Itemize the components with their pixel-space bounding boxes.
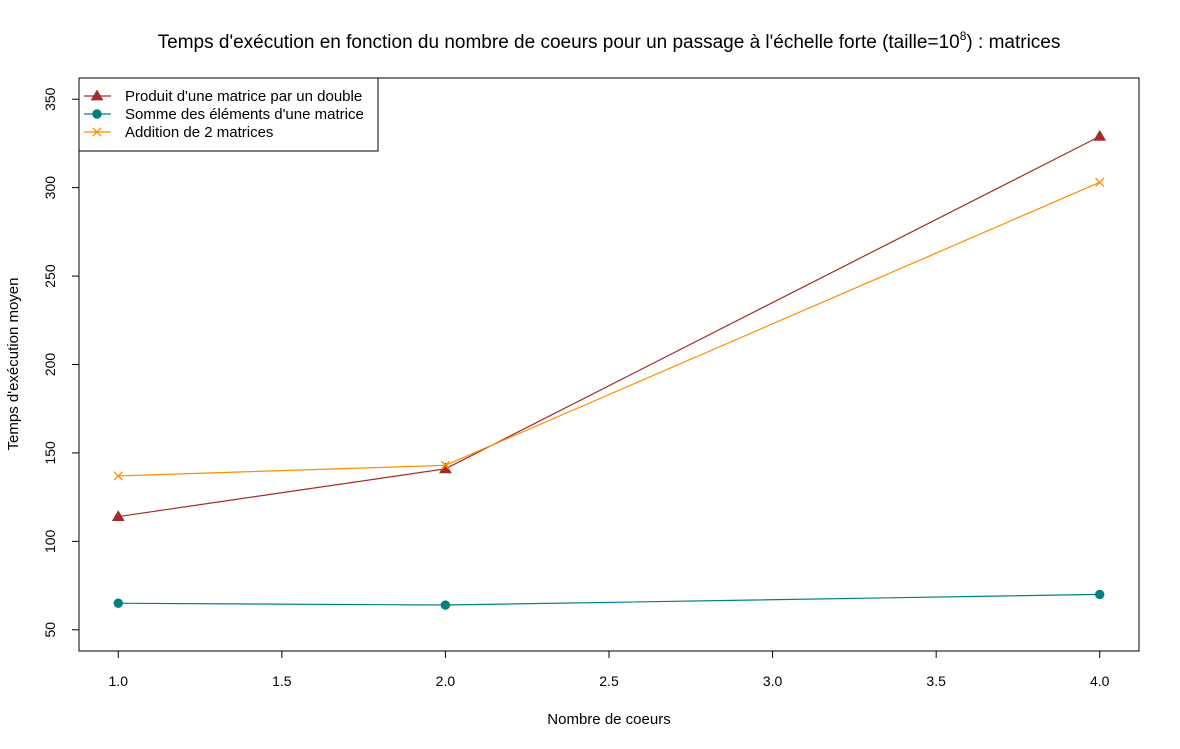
series-layer <box>111 129 1107 610</box>
data-point <box>113 598 123 608</box>
x-axis-title: Nombre de coeurs <box>547 711 670 728</box>
chart-title-suffix: ) : matrices <box>966 32 1060 53</box>
x-tick-label: 2.5 <box>599 673 619 689</box>
legend-marker-stroke <box>92 127 102 137</box>
data-point <box>113 471 123 481</box>
legend-marker <box>92 109 102 119</box>
data-point <box>111 510 125 521</box>
data-point <box>1095 177 1105 188</box>
legend-label: Somme des éléments d'une matrice <box>125 106 364 123</box>
y-tick-label: 200 <box>42 353 58 377</box>
y-tick-label: 100 <box>42 529 58 553</box>
legend-box <box>78 77 379 152</box>
y-axis: 50 100 150 200 250 300 350 <box>42 87 79 638</box>
y-tick-label: 250 <box>42 264 58 288</box>
data-point <box>440 460 451 470</box>
legend-item: Addition de 2 matrices <box>84 124 273 141</box>
y-tick-label: 350 <box>42 87 58 111</box>
data-point-stroke <box>440 460 451 470</box>
series-line <box>118 135 1101 518</box>
chart-title-main: Temps d'exécution en fonction du nombre … <box>158 32 960 53</box>
series-3 <box>113 177 1105 481</box>
y-tick-label: 150 <box>42 441 58 465</box>
chart-title: Temps d'exécution en fonction du nombre … <box>158 29 1061 53</box>
data-point <box>1095 589 1105 600</box>
legend-marker <box>90 89 104 101</box>
series-line <box>118 181 1100 477</box>
x-tick-label: 4.0 <box>1090 673 1110 689</box>
series-2 <box>113 589 1105 610</box>
x-tick-label: 3.0 <box>763 673 783 689</box>
legend-item: Produit d'une matrice par un double <box>84 88 362 105</box>
x-tick-label: 3.5 <box>926 673 946 689</box>
data-point-stroke <box>113 471 123 481</box>
data-point <box>1093 129 1107 141</box>
legend-label: Addition de 2 matrices <box>125 124 273 141</box>
data-point-stroke <box>1095 177 1105 188</box>
x-tick-label: 1.5 <box>272 673 292 689</box>
legend-marker <box>92 127 102 137</box>
x-tick-label: 1.0 <box>109 673 129 689</box>
x-tick-label: 2.0 <box>436 673 456 689</box>
y-axis-title: Temps d'exécution moyen <box>5 278 22 451</box>
series-line <box>118 593 1100 606</box>
series-1 <box>111 129 1107 521</box>
plot-area <box>78 77 1140 652</box>
x-axis: 1.0 1.5 2.0 2.5 3.0 3.5 4.0 <box>109 651 1110 689</box>
data-point <box>440 600 451 610</box>
chart-title-superscript: 8 <box>960 29 967 43</box>
plot-frame <box>78 77 1140 652</box>
y-tick-label: 50 <box>42 622 58 638</box>
legend-label: Produit d'une matrice par un double <box>125 88 362 105</box>
legend-item: Somme des éléments d'une matrice <box>84 106 364 123</box>
y-tick-label: 300 <box>42 176 58 200</box>
legend: Produit d'une matrice par un doubleSomme… <box>78 77 379 152</box>
